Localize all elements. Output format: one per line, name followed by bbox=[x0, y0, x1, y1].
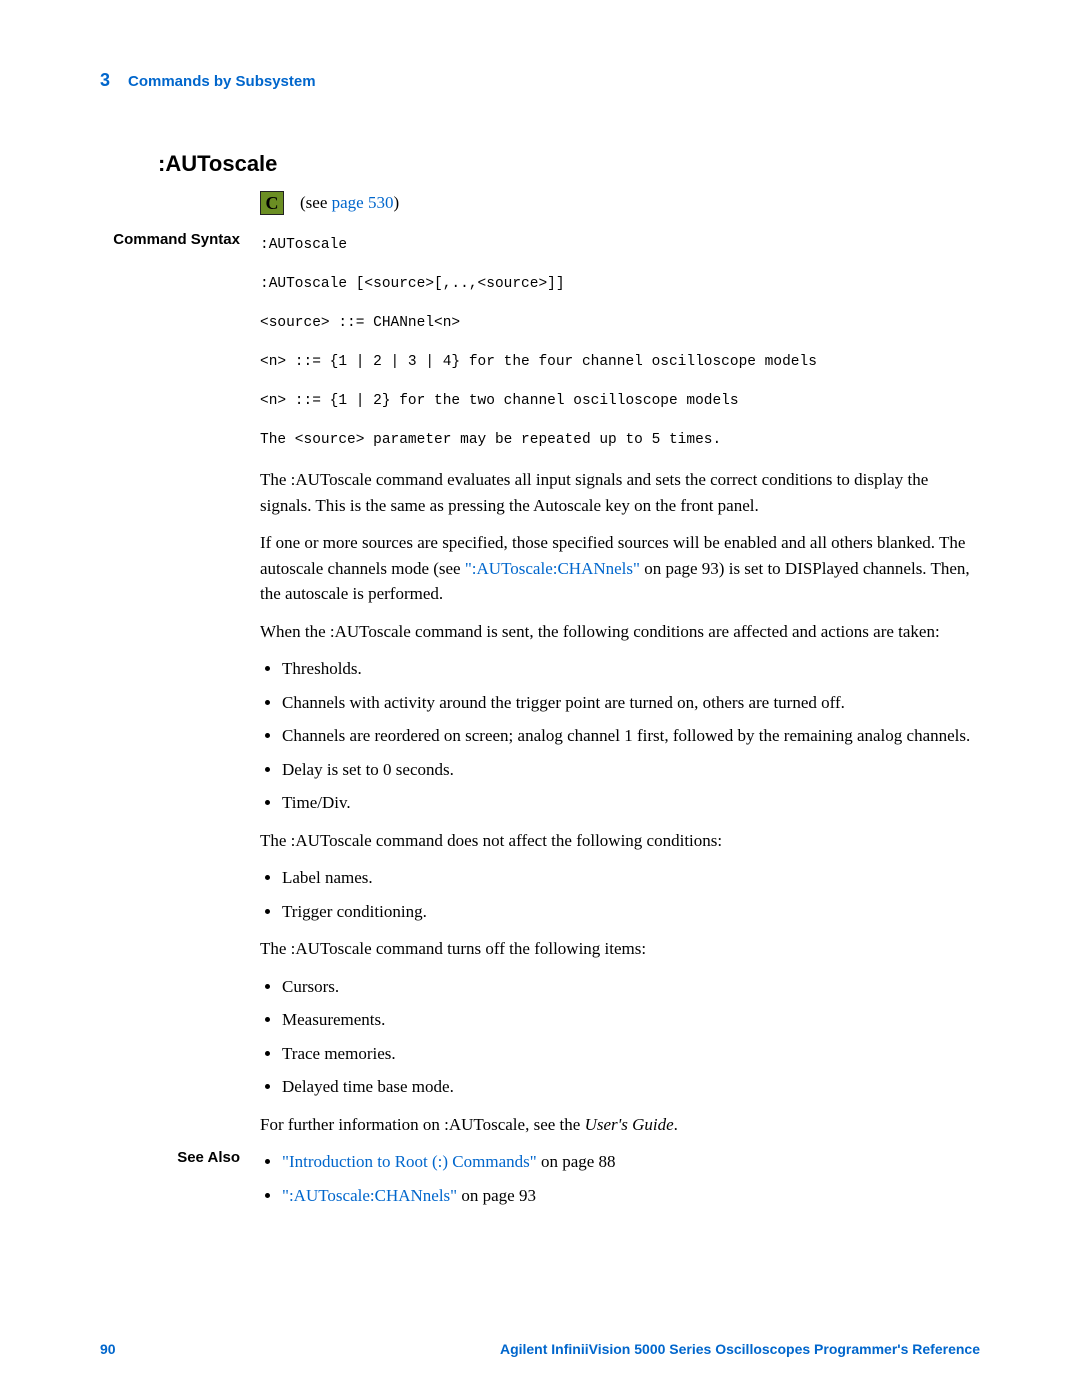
command-syntax-label: Command Syntax bbox=[100, 231, 240, 248]
syntax-line: :AUToscale bbox=[260, 231, 980, 260]
syntax-line: <n> ::= {1 | 2} for the two channel osci… bbox=[260, 387, 980, 416]
paragraph: The :AUToscale command turns off the fol… bbox=[260, 936, 980, 962]
list-item: Time/Div. bbox=[282, 790, 980, 816]
page-footer: 90 Agilent InfiniiVision 5000 Series Osc… bbox=[100, 1341, 980, 1357]
link-suffix: on page 93 bbox=[457, 1186, 536, 1205]
italic-text: User's Guide bbox=[585, 1115, 674, 1134]
text-fragment: . bbox=[674, 1115, 678, 1134]
chapter-title: Commands by Subsystem bbox=[128, 73, 316, 90]
not-affected-list: Label names. Trigger conditioning. bbox=[260, 865, 980, 924]
list-item: Channels with activity around the trigge… bbox=[282, 690, 980, 716]
list-item: Trigger conditioning. bbox=[282, 899, 980, 925]
see-suffix: ) bbox=[393, 193, 399, 212]
list-item: Trace memories. bbox=[282, 1041, 980, 1067]
cross-reference-link[interactable]: ":AUToscale:CHANnels" bbox=[282, 1186, 457, 1205]
list-item: Cursors. bbox=[282, 974, 980, 1000]
paragraph: If one or more sources are specified, th… bbox=[260, 530, 980, 607]
section-title: :AUToscale bbox=[158, 151, 980, 177]
see-also-label: See Also bbox=[100, 1149, 240, 1166]
see-also-row: See Also "Introduction to Root (:) Comma… bbox=[100, 1149, 980, 1216]
cross-reference-link[interactable]: ":AUToscale:CHANnels" bbox=[465, 559, 640, 578]
see-reference: (see page 530) bbox=[300, 193, 399, 213]
list-item: Delay is set to 0 seconds. bbox=[282, 757, 980, 783]
section-reference-row: C (see page 530) bbox=[260, 191, 980, 215]
document-title: Agilent InfiniiVision 5000 Series Oscill… bbox=[500, 1341, 980, 1357]
text-fragment: For further information on :AUToscale, s… bbox=[260, 1115, 585, 1134]
paragraph: When the :AUToscale command is sent, the… bbox=[260, 619, 980, 645]
turns-off-list: Cursors. Measurements. Trace memories. D… bbox=[260, 974, 980, 1100]
list-item: Delayed time base mode. bbox=[282, 1074, 980, 1100]
link-suffix: on page 88 bbox=[537, 1152, 616, 1171]
paragraph: The :AUToscale command does not affect t… bbox=[260, 828, 980, 854]
list-item: ":AUToscale:CHANnels" on page 93 bbox=[282, 1183, 980, 1209]
cross-reference-link[interactable]: "Introduction to Root (:) Commands" bbox=[282, 1152, 537, 1171]
document-page: 3 Commands by Subsystem :AUToscale C (se… bbox=[0, 0, 1080, 1397]
see-also-list: "Introduction to Root (:) Commands" on p… bbox=[260, 1149, 980, 1208]
syntax-line: <n> ::= {1 | 2 | 3 | 4} for the four cha… bbox=[260, 348, 980, 377]
command-syntax-row: Command Syntax :AUToscale bbox=[100, 231, 980, 260]
page-number: 90 bbox=[100, 1341, 116, 1357]
list-item: Channels are reordered on screen; analog… bbox=[282, 723, 980, 749]
see-prefix: (see bbox=[300, 193, 332, 212]
list-item: "Introduction to Root (:) Commands" on p… bbox=[282, 1149, 980, 1175]
syntax-line: The <source> parameter may be repeated u… bbox=[260, 426, 980, 455]
page-header: 3 Commands by Subsystem bbox=[100, 70, 980, 91]
syntax-line: <source> ::= CHANnel<n> bbox=[260, 309, 980, 338]
syntax-line: :AUToscale [<source>[,..,<source>]] bbox=[260, 270, 980, 299]
chapter-number: 3 bbox=[100, 70, 110, 91]
list-item: Label names. bbox=[282, 865, 980, 891]
list-item: Measurements. bbox=[282, 1007, 980, 1033]
command-type-icon: C bbox=[260, 191, 284, 215]
list-item: Thresholds. bbox=[282, 656, 980, 682]
paragraph: For further information on :AUToscale, s… bbox=[260, 1112, 980, 1138]
page-link[interactable]: page 530 bbox=[332, 193, 394, 212]
affected-list: Thresholds. Channels with activity aroun… bbox=[260, 656, 980, 816]
paragraph: The :AUToscale command evaluates all inp… bbox=[260, 467, 980, 518]
